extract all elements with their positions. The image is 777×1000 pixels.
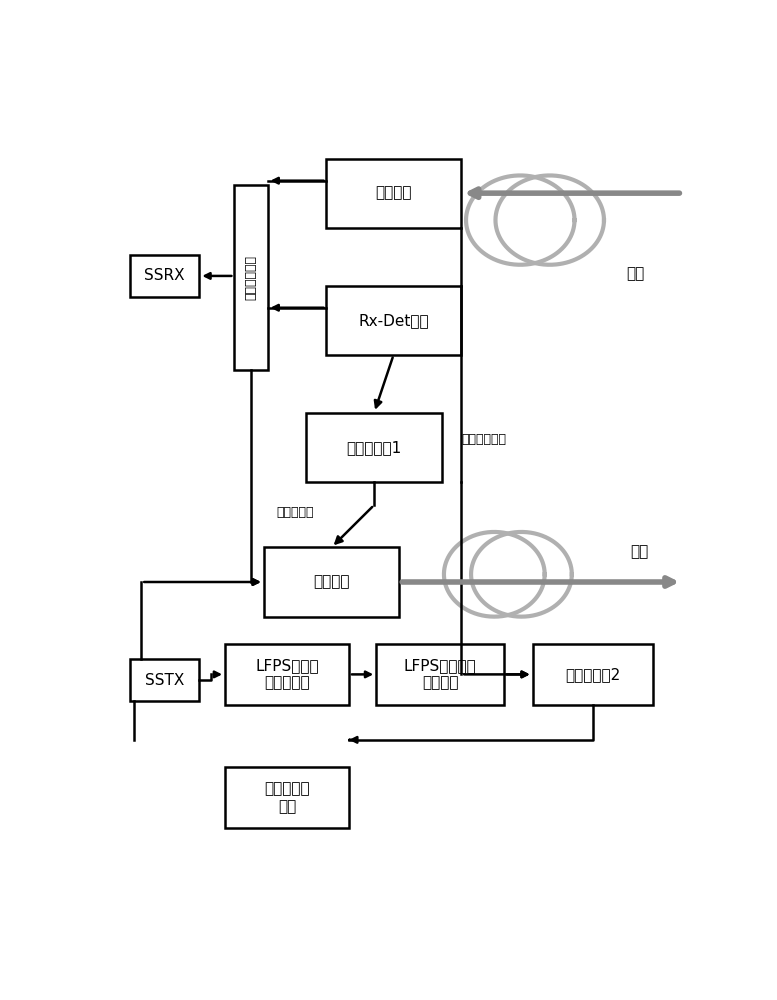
Text: LFPS信号模
拟检测电路: LFPS信号模 拟检测电路 (255, 658, 319, 691)
Bar (130, 659, 200, 701)
Bar (225, 767, 349, 828)
Text: 光路: 光路 (630, 544, 649, 559)
Text: LFPS信号数字
解析电路: LFPS信号数字 解析电路 (404, 658, 476, 691)
Bar (326, 286, 462, 355)
Text: 输出选择电路: 输出选择电路 (245, 255, 257, 300)
Text: 无光检测报警: 无光检测报警 (462, 433, 507, 446)
Text: 高速电路: 高速电路 (313, 574, 350, 589)
Text: SSTX: SSTX (145, 673, 184, 688)
Bar (376, 644, 504, 705)
Text: Rx-Det电路: Rx-Det电路 (358, 313, 429, 328)
Bar (225, 644, 349, 705)
Text: 光路: 光路 (626, 266, 645, 282)
Text: 端接电阻控
制器: 端接电阻控 制器 (264, 781, 310, 814)
Bar (326, 158, 462, 228)
Text: 高速电路: 高速电路 (375, 186, 412, 201)
Text: 控制状态机1: 控制状态机1 (347, 440, 402, 455)
Bar (533, 644, 653, 705)
Text: 关闭光发射: 关闭光发射 (276, 506, 313, 519)
Bar (263, 547, 399, 617)
Bar (306, 413, 442, 482)
Text: 控制状态机2: 控制状态机2 (565, 667, 620, 682)
Bar (130, 255, 200, 297)
Text: SSRX: SSRX (145, 268, 185, 283)
Polygon shape (235, 185, 267, 370)
